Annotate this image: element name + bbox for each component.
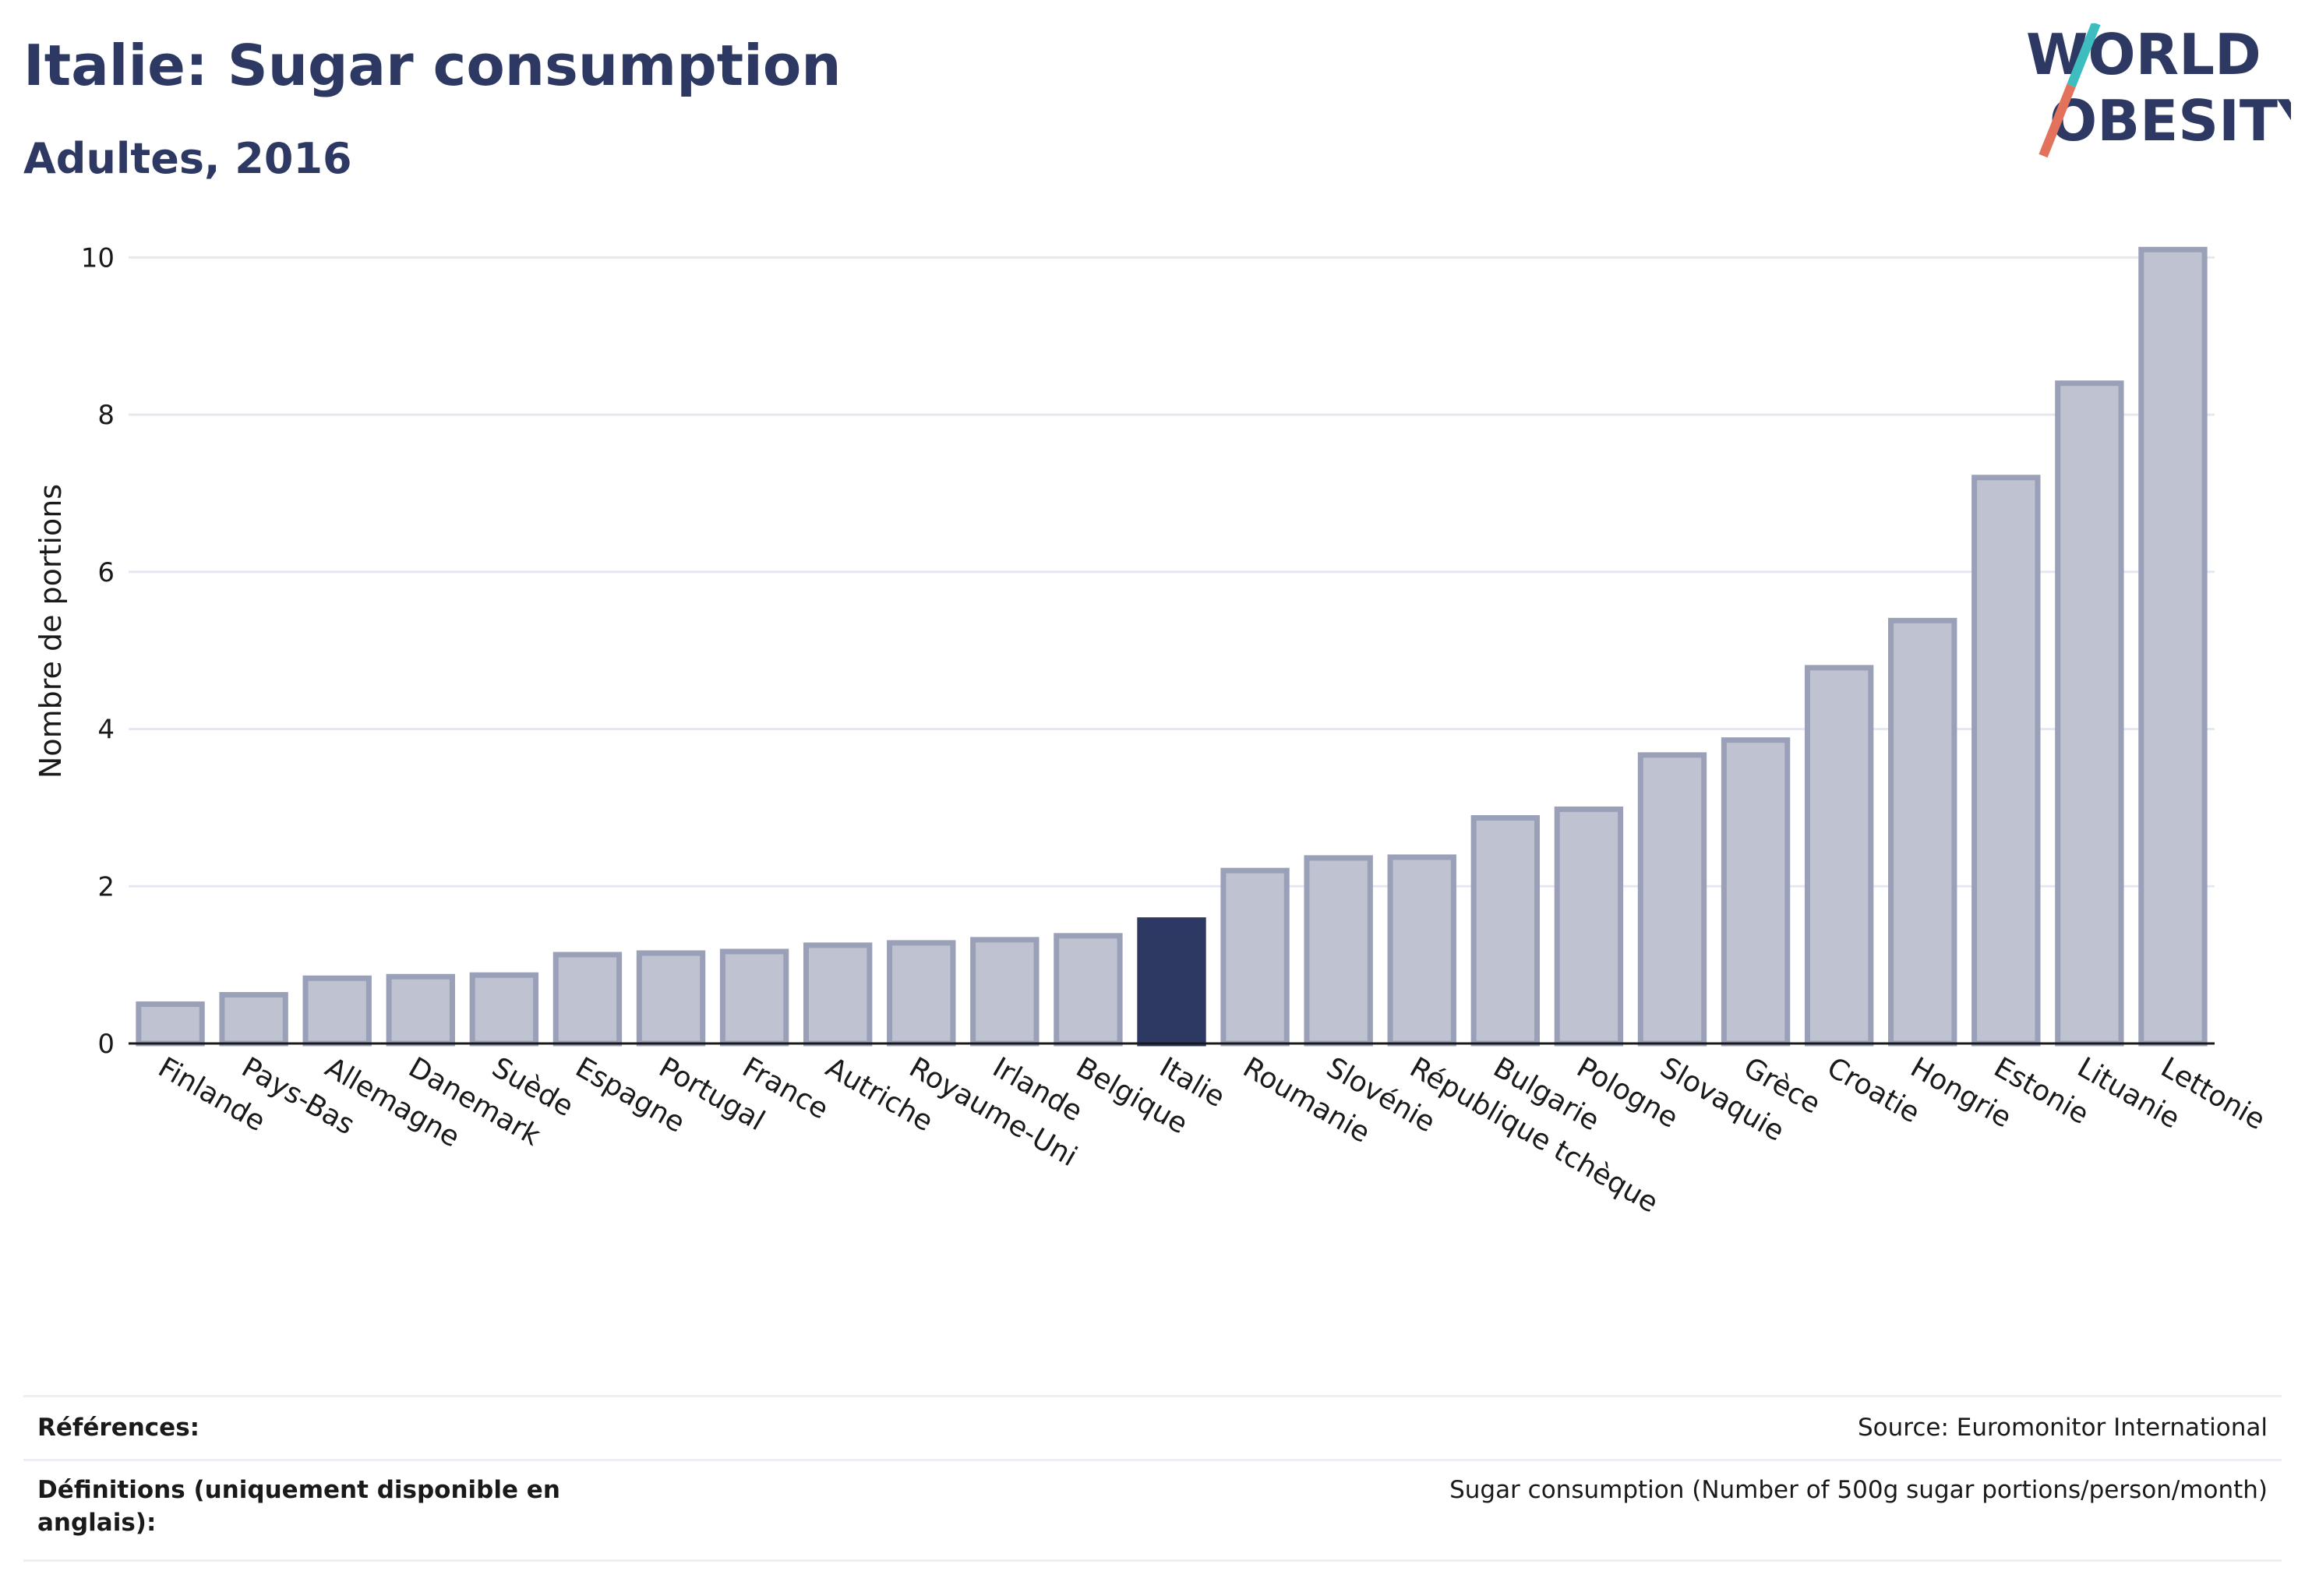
bar-croatie[interactable] bbox=[1804, 665, 1874, 1047]
bar-irlande[interactable] bbox=[970, 937, 1040, 1047]
bar-bulgarie[interactable] bbox=[1470, 815, 1541, 1047]
logo-slash-top bbox=[2067, 23, 2101, 88]
bar-portugal[interactable] bbox=[636, 950, 706, 1047]
y-axis-label: Nombre de portions bbox=[34, 484, 68, 779]
page-title: Italie: Sugar consumption bbox=[23, 33, 842, 98]
bar-pays-bas[interactable] bbox=[219, 991, 288, 1047]
bar-slovaquie[interactable] bbox=[1637, 752, 1707, 1047]
y-tick-label: 2 bbox=[97, 871, 115, 902]
references-value: Source: Euromonitor International bbox=[1857, 1414, 2268, 1442]
y-tick-label: 6 bbox=[97, 557, 115, 588]
bar-italie[interactable] bbox=[1137, 917, 1206, 1047]
references-label: Références: bbox=[37, 1414, 200, 1442]
definitions-label: Définitions (uniquement disponible en an… bbox=[37, 1476, 560, 1537]
bar-r-publique-tch-que[interactable] bbox=[1387, 854, 1456, 1047]
bar-lettonie[interactable] bbox=[2138, 246, 2208, 1047]
bar-autriche[interactable] bbox=[803, 942, 873, 1047]
bar-espagne[interactable] bbox=[552, 952, 623, 1047]
bar-estonie[interactable] bbox=[1971, 475, 2041, 1047]
y-tick-label: 10 bbox=[81, 242, 115, 274]
bar-pologne[interactable] bbox=[1554, 806, 1624, 1047]
bar-su-de[interactable] bbox=[469, 972, 539, 1047]
logo-line2: OBESITY bbox=[2049, 88, 2291, 154]
bar-belgique[interactable] bbox=[1054, 933, 1123, 1047]
bar-gr-ce[interactable] bbox=[1721, 737, 1791, 1047]
bar-royaume-uni[interactable] bbox=[887, 940, 956, 1047]
bar-france[interactable] bbox=[719, 948, 789, 1047]
world-obesity-logo: WORLD OBESITY bbox=[2026, 23, 2291, 158]
bar-lituanie[interactable] bbox=[2055, 380, 2124, 1047]
bar-finlande[interactable] bbox=[136, 1001, 205, 1047]
footer-references-row: Références: Source: Euromonitor Internat… bbox=[23, 1395, 2282, 1461]
x-tick-label: Croatie bbox=[1822, 1051, 1926, 1129]
logo-line1: WORLD bbox=[2026, 23, 2261, 87]
bar-roumanie[interactable] bbox=[1220, 867, 1290, 1047]
bar-hongrie[interactable] bbox=[1888, 617, 1957, 1047]
y-tick-label: 8 bbox=[97, 400, 115, 431]
bar-allemagne[interactable] bbox=[302, 975, 372, 1047]
y-tick-label: 4 bbox=[97, 715, 115, 746]
y-tick-label: 0 bbox=[97, 1029, 115, 1060]
page-subtitle: Adultes, 2016 bbox=[23, 134, 352, 183]
definitions-value: Sugar consumption (Number of 500g sugar … bbox=[1449, 1476, 2268, 1504]
footer-definitions-row: Définitions (uniquement disponible en an… bbox=[23, 1459, 2282, 1562]
bar-chart: 0246810FinlandePays-BasAllemagneDanemark… bbox=[34, 242, 2271, 1219]
bar-danemark[interactable] bbox=[386, 973, 455, 1047]
bars bbox=[136, 246, 2208, 1047]
bar-slov-nie[interactable] bbox=[1304, 855, 1373, 1047]
logo-slash-bottom bbox=[2038, 83, 2076, 158]
